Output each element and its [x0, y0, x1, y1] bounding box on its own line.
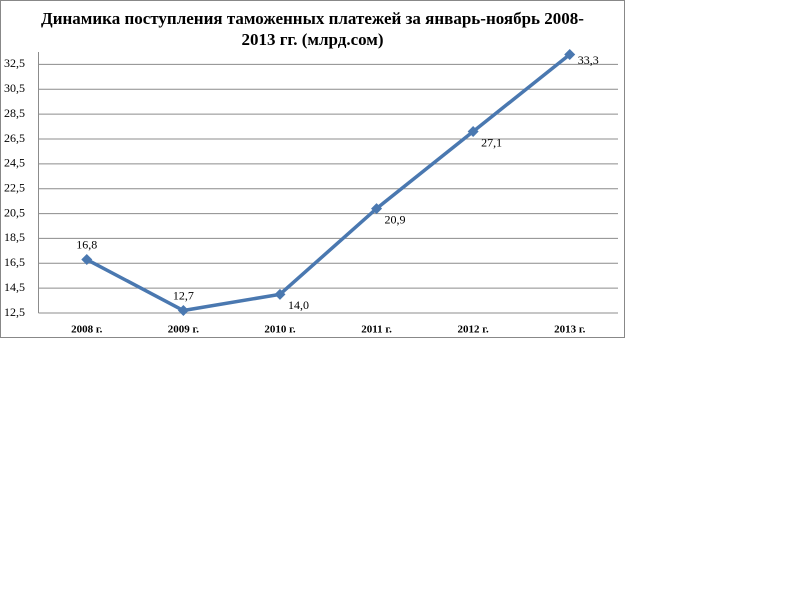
data-label: 12,7	[173, 288, 194, 302]
y-tick-label: 26,5	[4, 131, 25, 145]
marker	[274, 288, 286, 300]
y-tick-label: 22,5	[4, 180, 25, 194]
y-tick-label: 16,5	[4, 255, 25, 269]
y-tick-label: 12,5	[4, 305, 25, 319]
x-tick-label: 2009 г.	[168, 324, 200, 336]
x-tick-label: 2008 г.	[71, 324, 103, 336]
x-tick-label: 2013 г.	[554, 324, 586, 336]
y-tick-label: 30,5	[4, 81, 25, 95]
data-label: 20,9	[385, 212, 406, 226]
marker	[371, 203, 383, 215]
marker	[177, 305, 189, 317]
line	[85, 53, 571, 313]
y-tick-label: 24,5	[4, 156, 25, 170]
data-label: 27,1	[481, 135, 502, 149]
marker	[81, 254, 93, 266]
data-label: 16,8	[76, 237, 97, 251]
data-label: 33,3	[578, 53, 599, 67]
marker	[467, 126, 479, 138]
y-tick-label: 20,5	[4, 205, 25, 219]
data-label: 14,0	[288, 298, 309, 312]
x-tick-label: 2012 г.	[457, 324, 489, 336]
y-tick-label: 18,5	[4, 230, 25, 244]
chart-title: Динамика поступления таможенных платежей…	[41, 9, 584, 49]
marker	[564, 48, 576, 60]
y-tick-label: 28,5	[4, 106, 25, 120]
x-tick-label: 2011 г.	[361, 324, 392, 336]
x-tick-label: 2010 г.	[264, 324, 296, 336]
chart-border	[0, 0, 625, 338]
y-tick-label: 32,5	[4, 56, 25, 70]
y-tick-label: 14,5	[4, 280, 25, 294]
